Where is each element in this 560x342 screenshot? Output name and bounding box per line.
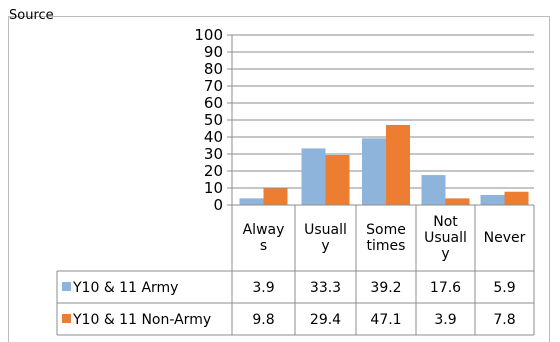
y-tick-label: 40 (204, 128, 223, 146)
data-label: 5.9 (493, 280, 515, 296)
data-label: 7.8 (493, 312, 515, 328)
category-label: y (321, 238, 329, 254)
data-label: 29.4 (310, 312, 341, 328)
series-name: Y10 & 11 Army (72, 280, 178, 296)
data-label: 9.8 (252, 312, 274, 328)
data-label: 47.1 (370, 312, 401, 328)
bar-non-army (386, 124, 410, 205)
data-label: 17.6 (430, 280, 461, 296)
y-tick-label: 80 (204, 60, 223, 78)
y-tick-label: 0 (213, 196, 223, 214)
y-tick-label: 50 (204, 111, 223, 129)
y-tick-label: 30 (204, 145, 223, 163)
category-label: Some (366, 222, 406, 238)
source-heading: Source (9, 8, 54, 23)
bar-non-army (325, 155, 350, 205)
bar-army (239, 198, 264, 205)
category-label: y (441, 246, 449, 262)
category-label: Usuall (424, 230, 467, 246)
y-tick-label: 90 (204, 43, 223, 61)
data-label: 33.3 (310, 280, 341, 296)
y-tick-label: 10 (204, 179, 223, 197)
category-label: times (367, 238, 406, 254)
y-tick-label: 20 (204, 162, 223, 180)
data-label: 39.2 (370, 280, 401, 296)
y-tick-label: 60 (204, 94, 223, 112)
bar-non-army (504, 191, 529, 205)
bar-army (301, 148, 326, 205)
y-tick-label: 70 (204, 77, 223, 95)
category-label: Not (433, 214, 458, 230)
bar-non-army (445, 198, 470, 205)
category-label: Never (484, 230, 526, 246)
data-label: 3.9 (434, 312, 456, 328)
bar-army (421, 175, 446, 205)
category-label: s (260, 238, 267, 254)
legend-swatch-non-army (62, 314, 71, 323)
data-label: 3.9 (252, 280, 274, 296)
chart-frame: Source (8, 8, 550, 342)
category-label: Usuall (304, 222, 347, 238)
bar-army (480, 194, 505, 205)
bar-non-army (263, 188, 288, 205)
y-tick-label: 100 (194, 26, 223, 44)
bar-army (362, 138, 386, 205)
series-name: Y10 & 11 Non-Army (72, 312, 211, 328)
category-label: Alway (243, 222, 285, 238)
legend-swatch-army (62, 282, 71, 291)
